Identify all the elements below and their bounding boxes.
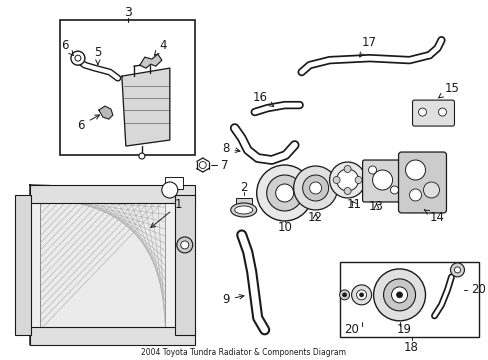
Circle shape [351, 285, 371, 305]
Circle shape [275, 184, 293, 202]
Circle shape [368, 166, 376, 174]
Text: 13: 13 [368, 201, 383, 213]
Text: 20: 20 [470, 283, 486, 296]
Circle shape [344, 166, 350, 172]
Circle shape [139, 153, 144, 159]
Circle shape [177, 237, 192, 253]
Text: 5: 5 [94, 46, 102, 64]
Text: 12: 12 [307, 211, 323, 224]
Text: 11: 11 [346, 198, 361, 211]
Polygon shape [30, 185, 194, 345]
Text: 9: 9 [222, 293, 244, 306]
Circle shape [356, 290, 366, 300]
Ellipse shape [234, 206, 252, 214]
Polygon shape [140, 54, 162, 68]
Circle shape [266, 175, 302, 211]
Circle shape [71, 51, 85, 65]
Circle shape [293, 166, 337, 210]
Circle shape [302, 175, 328, 201]
FancyBboxPatch shape [398, 152, 446, 213]
Bar [164, 177, 183, 189]
Circle shape [309, 182, 321, 194]
Circle shape [396, 292, 402, 298]
Text: 6: 6 [61, 39, 73, 55]
Text: 8: 8 [222, 141, 240, 154]
Circle shape [332, 176, 340, 184]
Text: 16: 16 [252, 91, 273, 107]
Bar [40, 200, 164, 330]
Circle shape [423, 182, 439, 198]
Circle shape [162, 182, 178, 198]
Text: 20: 20 [344, 323, 358, 336]
Circle shape [329, 162, 365, 198]
Text: 15: 15 [438, 82, 458, 98]
Circle shape [354, 176, 361, 184]
Circle shape [339, 290, 349, 300]
Circle shape [342, 293, 346, 297]
Text: 14: 14 [424, 210, 444, 224]
Bar [15, 195, 31, 335]
Text: 2004 Toyota Tundra Radiator & Components Diagram: 2004 Toyota Tundra Radiator & Components… [141, 348, 346, 357]
Polygon shape [99, 106, 113, 119]
Text: 2: 2 [240, 181, 247, 194]
Circle shape [181, 241, 188, 249]
Circle shape [453, 267, 460, 273]
FancyBboxPatch shape [412, 100, 453, 126]
Text: 10: 10 [277, 221, 291, 234]
Circle shape [383, 279, 415, 311]
Text: 1: 1 [150, 198, 182, 228]
Circle shape [359, 293, 363, 297]
Circle shape [449, 263, 464, 277]
Bar [174, 195, 194, 335]
Text: 7: 7 [220, 158, 228, 171]
Circle shape [256, 165, 312, 221]
Circle shape [336, 169, 358, 191]
Circle shape [373, 269, 425, 321]
Circle shape [372, 170, 392, 190]
Polygon shape [122, 68, 169, 146]
Text: 17: 17 [359, 36, 376, 57]
Text: 18: 18 [403, 341, 418, 354]
Circle shape [438, 108, 446, 116]
Circle shape [391, 287, 407, 303]
Bar [339, 262, 478, 337]
Text: 4: 4 [154, 39, 167, 55]
Text: 3: 3 [123, 6, 132, 19]
Ellipse shape [230, 203, 256, 217]
Circle shape [405, 160, 425, 180]
Circle shape [75, 55, 81, 61]
Circle shape [390, 186, 398, 194]
Bar [30, 327, 194, 345]
Circle shape [408, 189, 421, 201]
Circle shape [418, 108, 426, 116]
FancyBboxPatch shape [362, 160, 404, 202]
Circle shape [344, 188, 350, 194]
Text: 19: 19 [396, 323, 411, 336]
Text: 6: 6 [77, 115, 99, 131]
Bar [235, 198, 251, 205]
Bar [60, 20, 194, 155]
Circle shape [199, 162, 206, 168]
Bar [30, 185, 194, 203]
